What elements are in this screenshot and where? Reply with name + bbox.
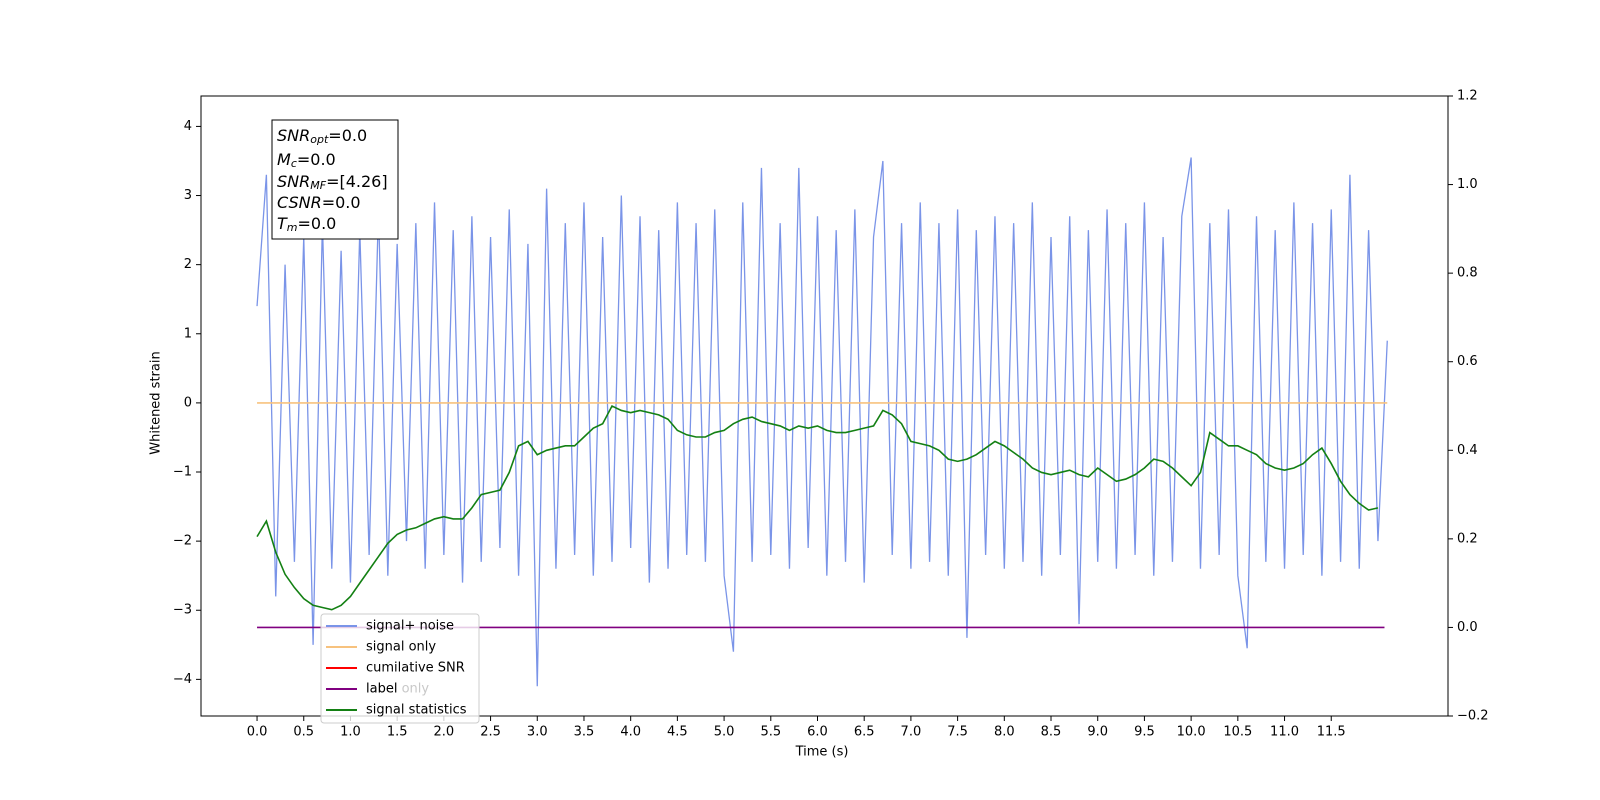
y2-tick-label: 1.2 — [1457, 89, 1478, 104]
y-tick-label: 3 — [184, 188, 192, 203]
y2-tick-label: 0.8 — [1457, 266, 1478, 281]
annotation-value: =0.0 — [322, 193, 361, 212]
x-tick-label: 2.5 — [480, 725, 501, 740]
annotation-subscript: MF — [310, 179, 326, 192]
annotation-box — [271, 119, 399, 240]
annotation-text: Tm=0.0 — [277, 214, 336, 235]
annotation-symbol: SNR — [277, 172, 310, 191]
x-tick-label: 3.0 — [527, 725, 548, 740]
x-tick-label: 11.0 — [1270, 725, 1299, 740]
annotation-value: =0.0 — [297, 150, 336, 169]
y2-tick-label: 1.0 — [1457, 177, 1478, 192]
x-tick-label: 1.0 — [340, 725, 361, 740]
y-tick-label: −1 — [173, 465, 192, 480]
x-tick-label: 3.5 — [574, 725, 595, 740]
annotation-symbol: SNR — [277, 126, 310, 145]
y2-tick-label: 0.4 — [1457, 443, 1478, 458]
annotation-value: =[4.26] — [326, 172, 388, 191]
y2-tick-label: 0.0 — [1457, 620, 1478, 635]
legend-ghost-text: label only — [366, 682, 429, 697]
legend-label: cumilative SNR — [366, 661, 465, 676]
y-tick-label: 4 — [184, 119, 192, 134]
x-tick-label: 4.5 — [667, 725, 688, 740]
x-tick-label: 2.0 — [434, 725, 455, 740]
x-tick-label: 5.0 — [714, 725, 735, 740]
x-tick-label: 5.5 — [760, 725, 781, 740]
legend-box — [320, 613, 480, 724]
y2-tick-label: 0.2 — [1457, 531, 1478, 546]
x-tick-label: 6.5 — [854, 725, 875, 740]
annotation-text: Mc=0.0 — [277, 150, 336, 171]
x-tick-label: 9.0 — [1087, 725, 1108, 740]
annotation-symbol: CSNR — [277, 193, 322, 212]
legend-label: signal only — [366, 640, 436, 655]
x-tick-label: 0.0 — [247, 725, 268, 740]
legend-label: signal statistics — [366, 703, 467, 718]
annotation-text: CSNR=0.0 — [277, 193, 361, 212]
annotation-subscript: opt — [310, 133, 329, 146]
annotation-subscript: m — [287, 221, 298, 234]
annotation-subscript: c — [291, 157, 297, 170]
x-tick-label: 9.5 — [1134, 725, 1155, 740]
x-tick-label: 10.0 — [1177, 725, 1206, 740]
x-tick-label: 7.5 — [947, 725, 968, 740]
annotation-symbol: T — [277, 214, 288, 233]
x-tick-label: 10.5 — [1223, 725, 1252, 740]
y2-tick-label: −0.2 — [1457, 709, 1489, 724]
annotation-text: SNRopt=0.0 — [277, 126, 367, 147]
y-axis-label: Whitened strain — [149, 351, 164, 454]
y-tick-label: 2 — [184, 257, 192, 272]
x-tick-label: 4.0 — [620, 725, 641, 740]
x-tick-label: 0.5 — [293, 725, 314, 740]
x-tick-label: 11.5 — [1317, 725, 1346, 740]
annotation-value: =0.0 — [328, 126, 367, 145]
x-tick-label: 8.0 — [994, 725, 1015, 740]
y-tick-label: 1 — [184, 326, 192, 341]
y2-tick-label: 0.6 — [1457, 354, 1478, 369]
x-tick-label: 7.0 — [901, 725, 922, 740]
y-tick-label: −2 — [173, 534, 192, 549]
annotation-text: SNRMF=[4.26] — [277, 172, 388, 193]
annotation-value: =0.0 — [298, 214, 337, 233]
x-tick-label: 8.5 — [1041, 725, 1062, 740]
legend-label: signal+ noise — [366, 619, 454, 634]
y-tick-label: −3 — [173, 603, 192, 618]
x-axis-label: Time (s) — [795, 745, 849, 760]
y-tick-label: 0 — [184, 395, 192, 410]
x-tick-label: 6.0 — [807, 725, 828, 740]
x-tick-label: 1.5 — [387, 725, 408, 740]
y-tick-label: −4 — [173, 672, 192, 687]
legend-label: label — [366, 682, 397, 697]
series-line — [256, 404, 1379, 611]
plot-frame — [200, 95, 1449, 717]
annotation-symbol: M — [277, 150, 291, 169]
series-line — [256, 157, 1388, 687]
